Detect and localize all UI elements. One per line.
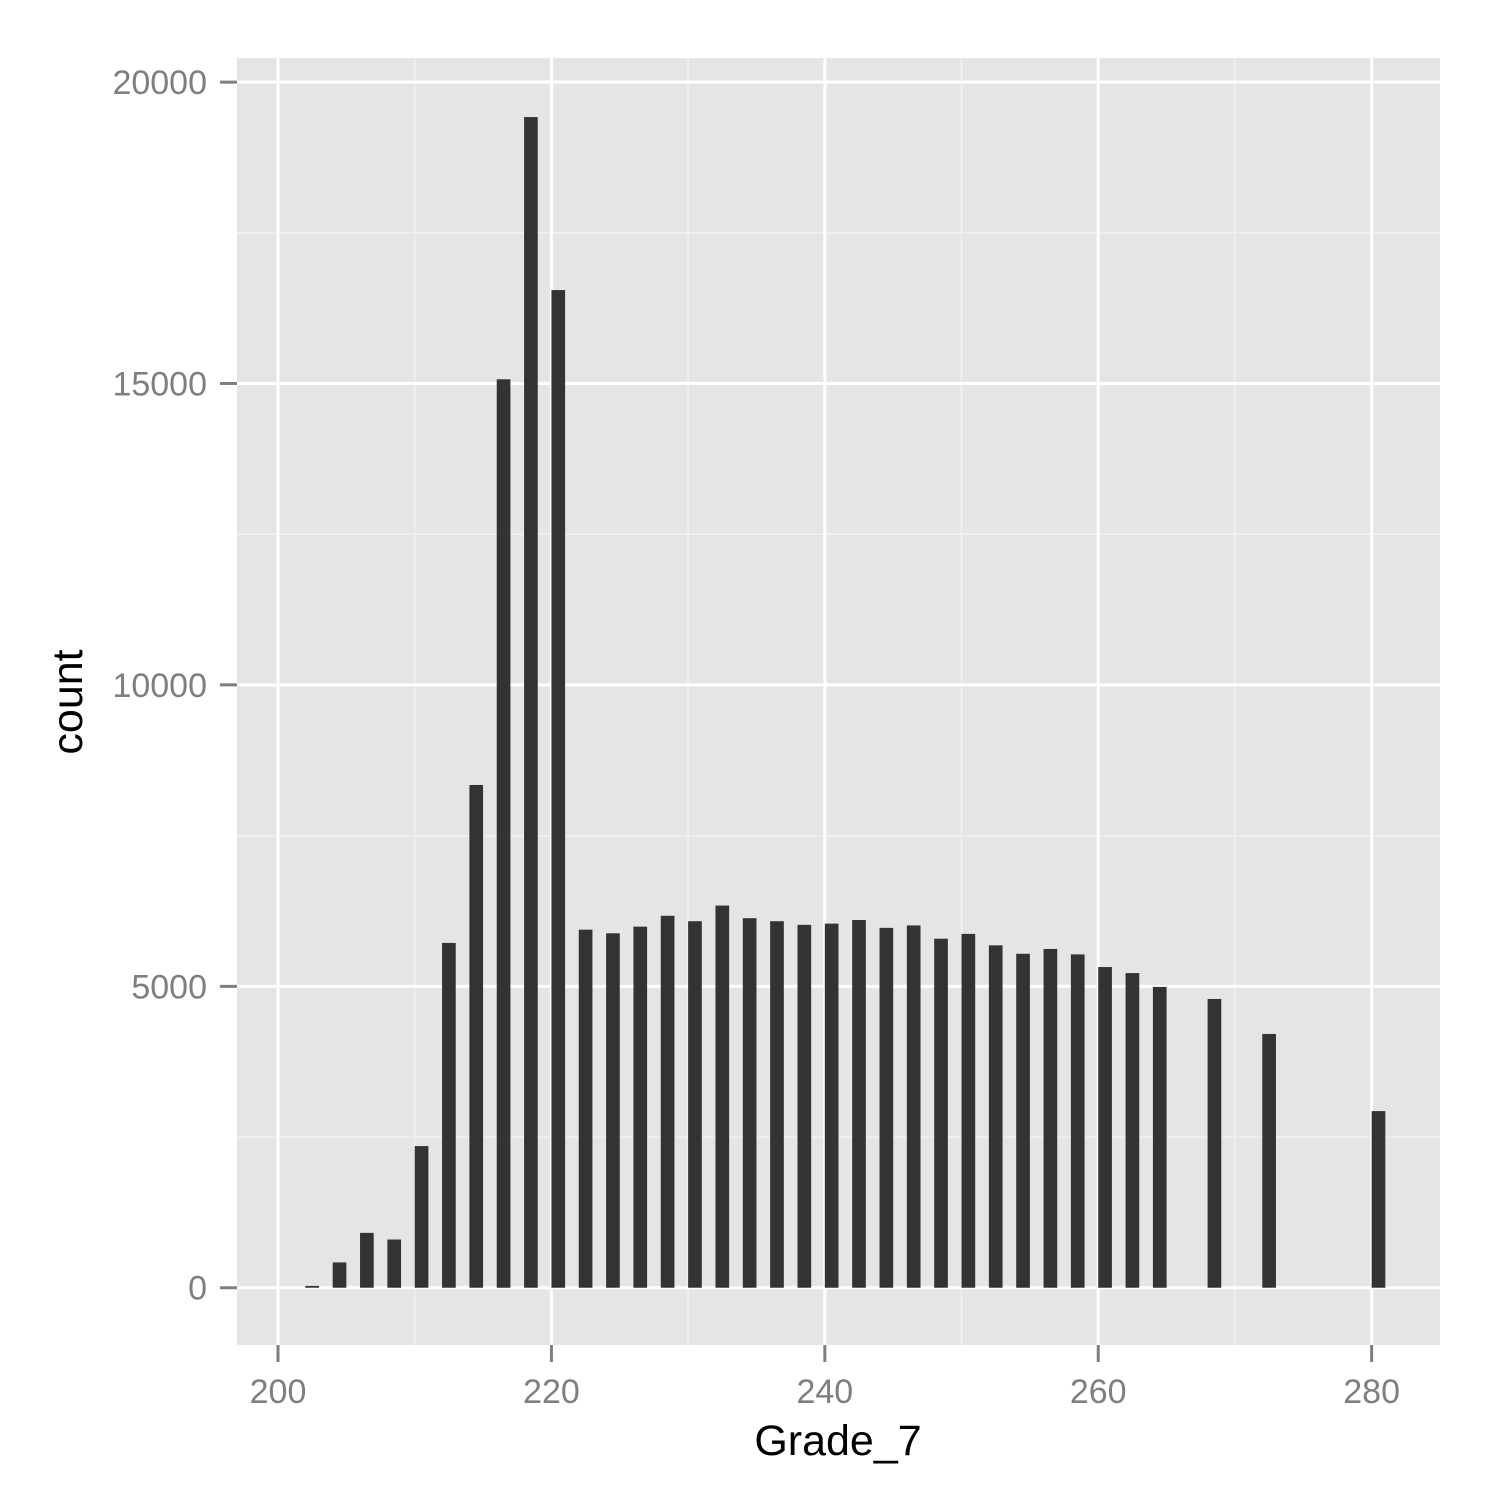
histogram-bar [1371, 1111, 1386, 1288]
histogram-bar [1043, 948, 1058, 1288]
histogram-bar [988, 945, 1003, 1288]
x-tick-label: 220 [523, 1373, 580, 1411]
bars [305, 117, 1386, 1288]
histogram-bar [524, 117, 538, 1288]
y-tick-label: 5000 [131, 968, 207, 1006]
histogram-bar [1152, 986, 1167, 1288]
histogram-bar [1125, 973, 1140, 1288]
histogram-bar [824, 923, 839, 1288]
histogram-bar [660, 915, 675, 1288]
histogram-bar [1016, 953, 1030, 1288]
histogram-bar [469, 784, 484, 1288]
histogram-bar [633, 926, 648, 1288]
x-tick-label: 260 [1070, 1373, 1127, 1411]
x-tick-label: 200 [250, 1373, 307, 1411]
y-tick-label: 10000 [112, 667, 207, 705]
histogram-bar [688, 921, 702, 1288]
histogram-bar [797, 924, 812, 1288]
histogram-bar [1262, 1033, 1276, 1288]
histogram-bar [1098, 967, 1112, 1288]
x-axis-title: Grade_7 [754, 1417, 921, 1465]
histogram-bar [906, 925, 921, 1288]
histogram-bar [770, 921, 784, 1288]
histogram-bar [961, 933, 976, 1288]
axis-ticks: 0 5000 10000 15000 20000 200 220 240 260 280 [112, 64, 1400, 1411]
histogram-bar [852, 920, 866, 1288]
histogram-bar [934, 938, 948, 1288]
histogram-bar [606, 933, 620, 1288]
x-tick-label: 280 [1343, 1373, 1400, 1411]
histogram-bar [1070, 954, 1085, 1288]
histogram-bar [1207, 998, 1222, 1288]
histogram-bar [414, 1146, 429, 1288]
histogram-bar [578, 929, 593, 1288]
histogram-bar [551, 290, 566, 1288]
histogram-bar [305, 1285, 320, 1288]
histogram-bar [360, 1232, 374, 1288]
histogram-bar [879, 927, 894, 1288]
histogram-bar [442, 942, 456, 1288]
histogram-bar [332, 1262, 347, 1288]
y-tick-label: 20000 [112, 64, 207, 102]
histogram-bar [715, 905, 730, 1288]
histogram-bar [496, 379, 511, 1288]
y-axis-title: count [44, 649, 92, 754]
histogram-bar [742, 918, 757, 1288]
x-tick-label: 240 [796, 1373, 853, 1411]
histogram-bar [387, 1239, 402, 1288]
y-tick-label: 15000 [112, 366, 207, 404]
y-tick-label: 0 [188, 1270, 207, 1308]
